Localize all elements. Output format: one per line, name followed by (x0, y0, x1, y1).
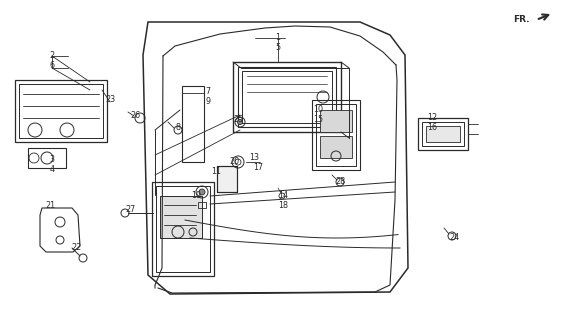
Text: 9: 9 (205, 98, 211, 107)
Text: 8: 8 (176, 124, 181, 132)
Text: 23: 23 (105, 95, 115, 105)
Text: 1: 1 (276, 34, 280, 43)
Text: 27: 27 (125, 205, 135, 214)
Bar (418, 118, 468, 150)
Text: 22: 22 (71, 244, 81, 252)
Text: 28: 28 (335, 178, 345, 187)
Bar (426, 126, 460, 142)
Bar (422, 122, 464, 146)
Circle shape (238, 119, 243, 124)
Text: 14: 14 (278, 190, 288, 199)
Bar (15, 80, 107, 142)
Text: 16: 16 (427, 124, 437, 132)
Bar (320, 110, 352, 132)
Text: 19: 19 (191, 191, 201, 201)
Text: 2: 2 (50, 52, 54, 60)
Bar (198, 202, 206, 208)
Text: 26: 26 (130, 110, 140, 119)
Bar (233, 62, 341, 132)
Text: 3: 3 (50, 156, 54, 164)
Bar (160, 196, 202, 238)
Bar (28, 148, 66, 168)
Text: 12: 12 (427, 114, 437, 123)
Text: 18: 18 (278, 201, 288, 210)
Text: 21: 21 (45, 201, 55, 210)
Bar (217, 166, 237, 192)
Bar (238, 67, 336, 127)
Bar (217, 166, 237, 192)
Text: 25: 25 (233, 116, 243, 124)
Bar (242, 71, 332, 123)
Bar (316, 104, 356, 166)
Text: 6: 6 (50, 61, 54, 70)
Bar (152, 182, 214, 276)
Bar (19, 84, 103, 138)
Text: 17: 17 (253, 164, 263, 172)
Text: 4: 4 (50, 165, 54, 174)
Bar (182, 86, 204, 162)
Text: 11: 11 (211, 167, 221, 177)
Text: FR.: FR. (514, 14, 530, 23)
Text: 10: 10 (313, 106, 323, 115)
Text: 24: 24 (449, 234, 459, 243)
Text: 7: 7 (205, 87, 211, 97)
Circle shape (199, 189, 205, 195)
Text: 20: 20 (229, 157, 239, 166)
Text: 5: 5 (276, 44, 281, 52)
Bar (156, 186, 210, 272)
Text: 15: 15 (313, 116, 323, 124)
Bar (312, 100, 360, 170)
Text: 13: 13 (249, 154, 259, 163)
Bar (320, 136, 352, 158)
